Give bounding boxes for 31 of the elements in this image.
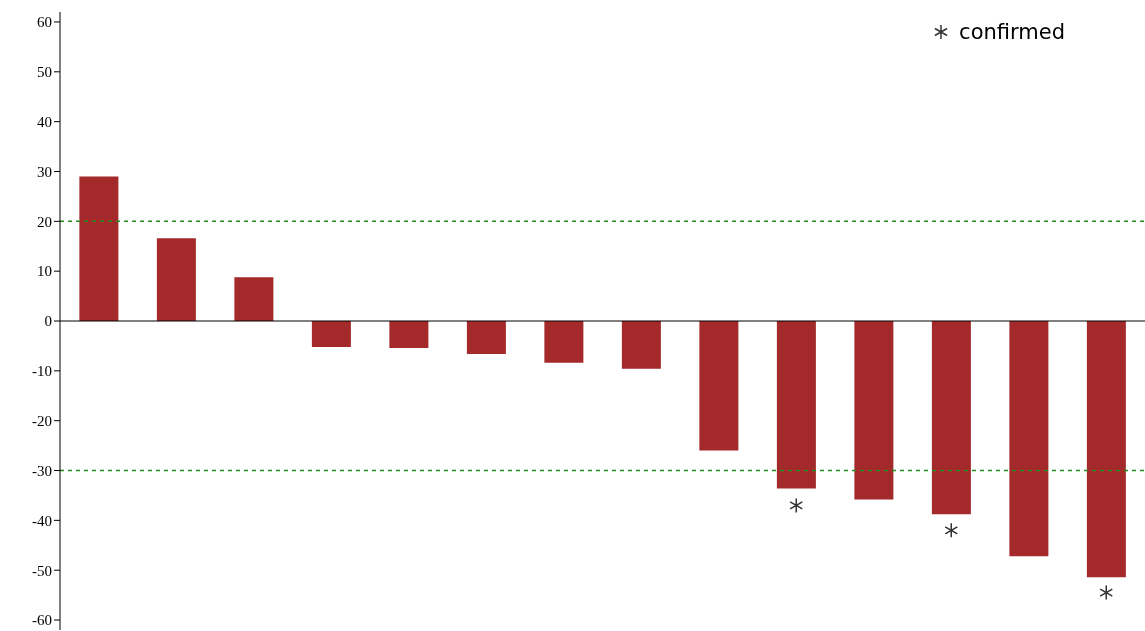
y-tick-label: -10: [32, 363, 52, 380]
bar: [234, 277, 274, 321]
bar: [699, 321, 739, 451]
bar: [79, 176, 119, 321]
y-tick-label: 10: [37, 263, 52, 280]
point: [944, 522, 959, 539]
y-tick-label: 60: [37, 14, 52, 31]
bar: [931, 321, 971, 515]
bar: [776, 321, 816, 489]
y-tick-label: 0: [44, 313, 52, 330]
bar: [466, 321, 506, 354]
bar: [1009, 321, 1049, 557]
bar: [544, 321, 584, 363]
y-tick-label: -40: [32, 512, 52, 529]
bar: [389, 321, 429, 348]
y-tick-label: -60: [32, 612, 52, 629]
y-tick-label: 20: [37, 213, 52, 230]
bar: [854, 321, 894, 500]
y-tick-label: 40: [37, 113, 52, 130]
y-tick-label: 50: [37, 64, 52, 81]
y-tick-label: -50: [32, 562, 52, 579]
legend-label: confirmed: [959, 20, 1065, 44]
bar: [1086, 321, 1126, 578]
point: [789, 497, 804, 514]
y-tick-label: -20: [32, 413, 52, 429]
bar: [156, 238, 196, 321]
bar: [621, 321, 661, 369]
bar: [311, 321, 351, 347]
point: [1099, 584, 1114, 601]
y-tick-label: 30: [37, 163, 52, 180]
y-tick-label: -30: [32, 462, 52, 479]
